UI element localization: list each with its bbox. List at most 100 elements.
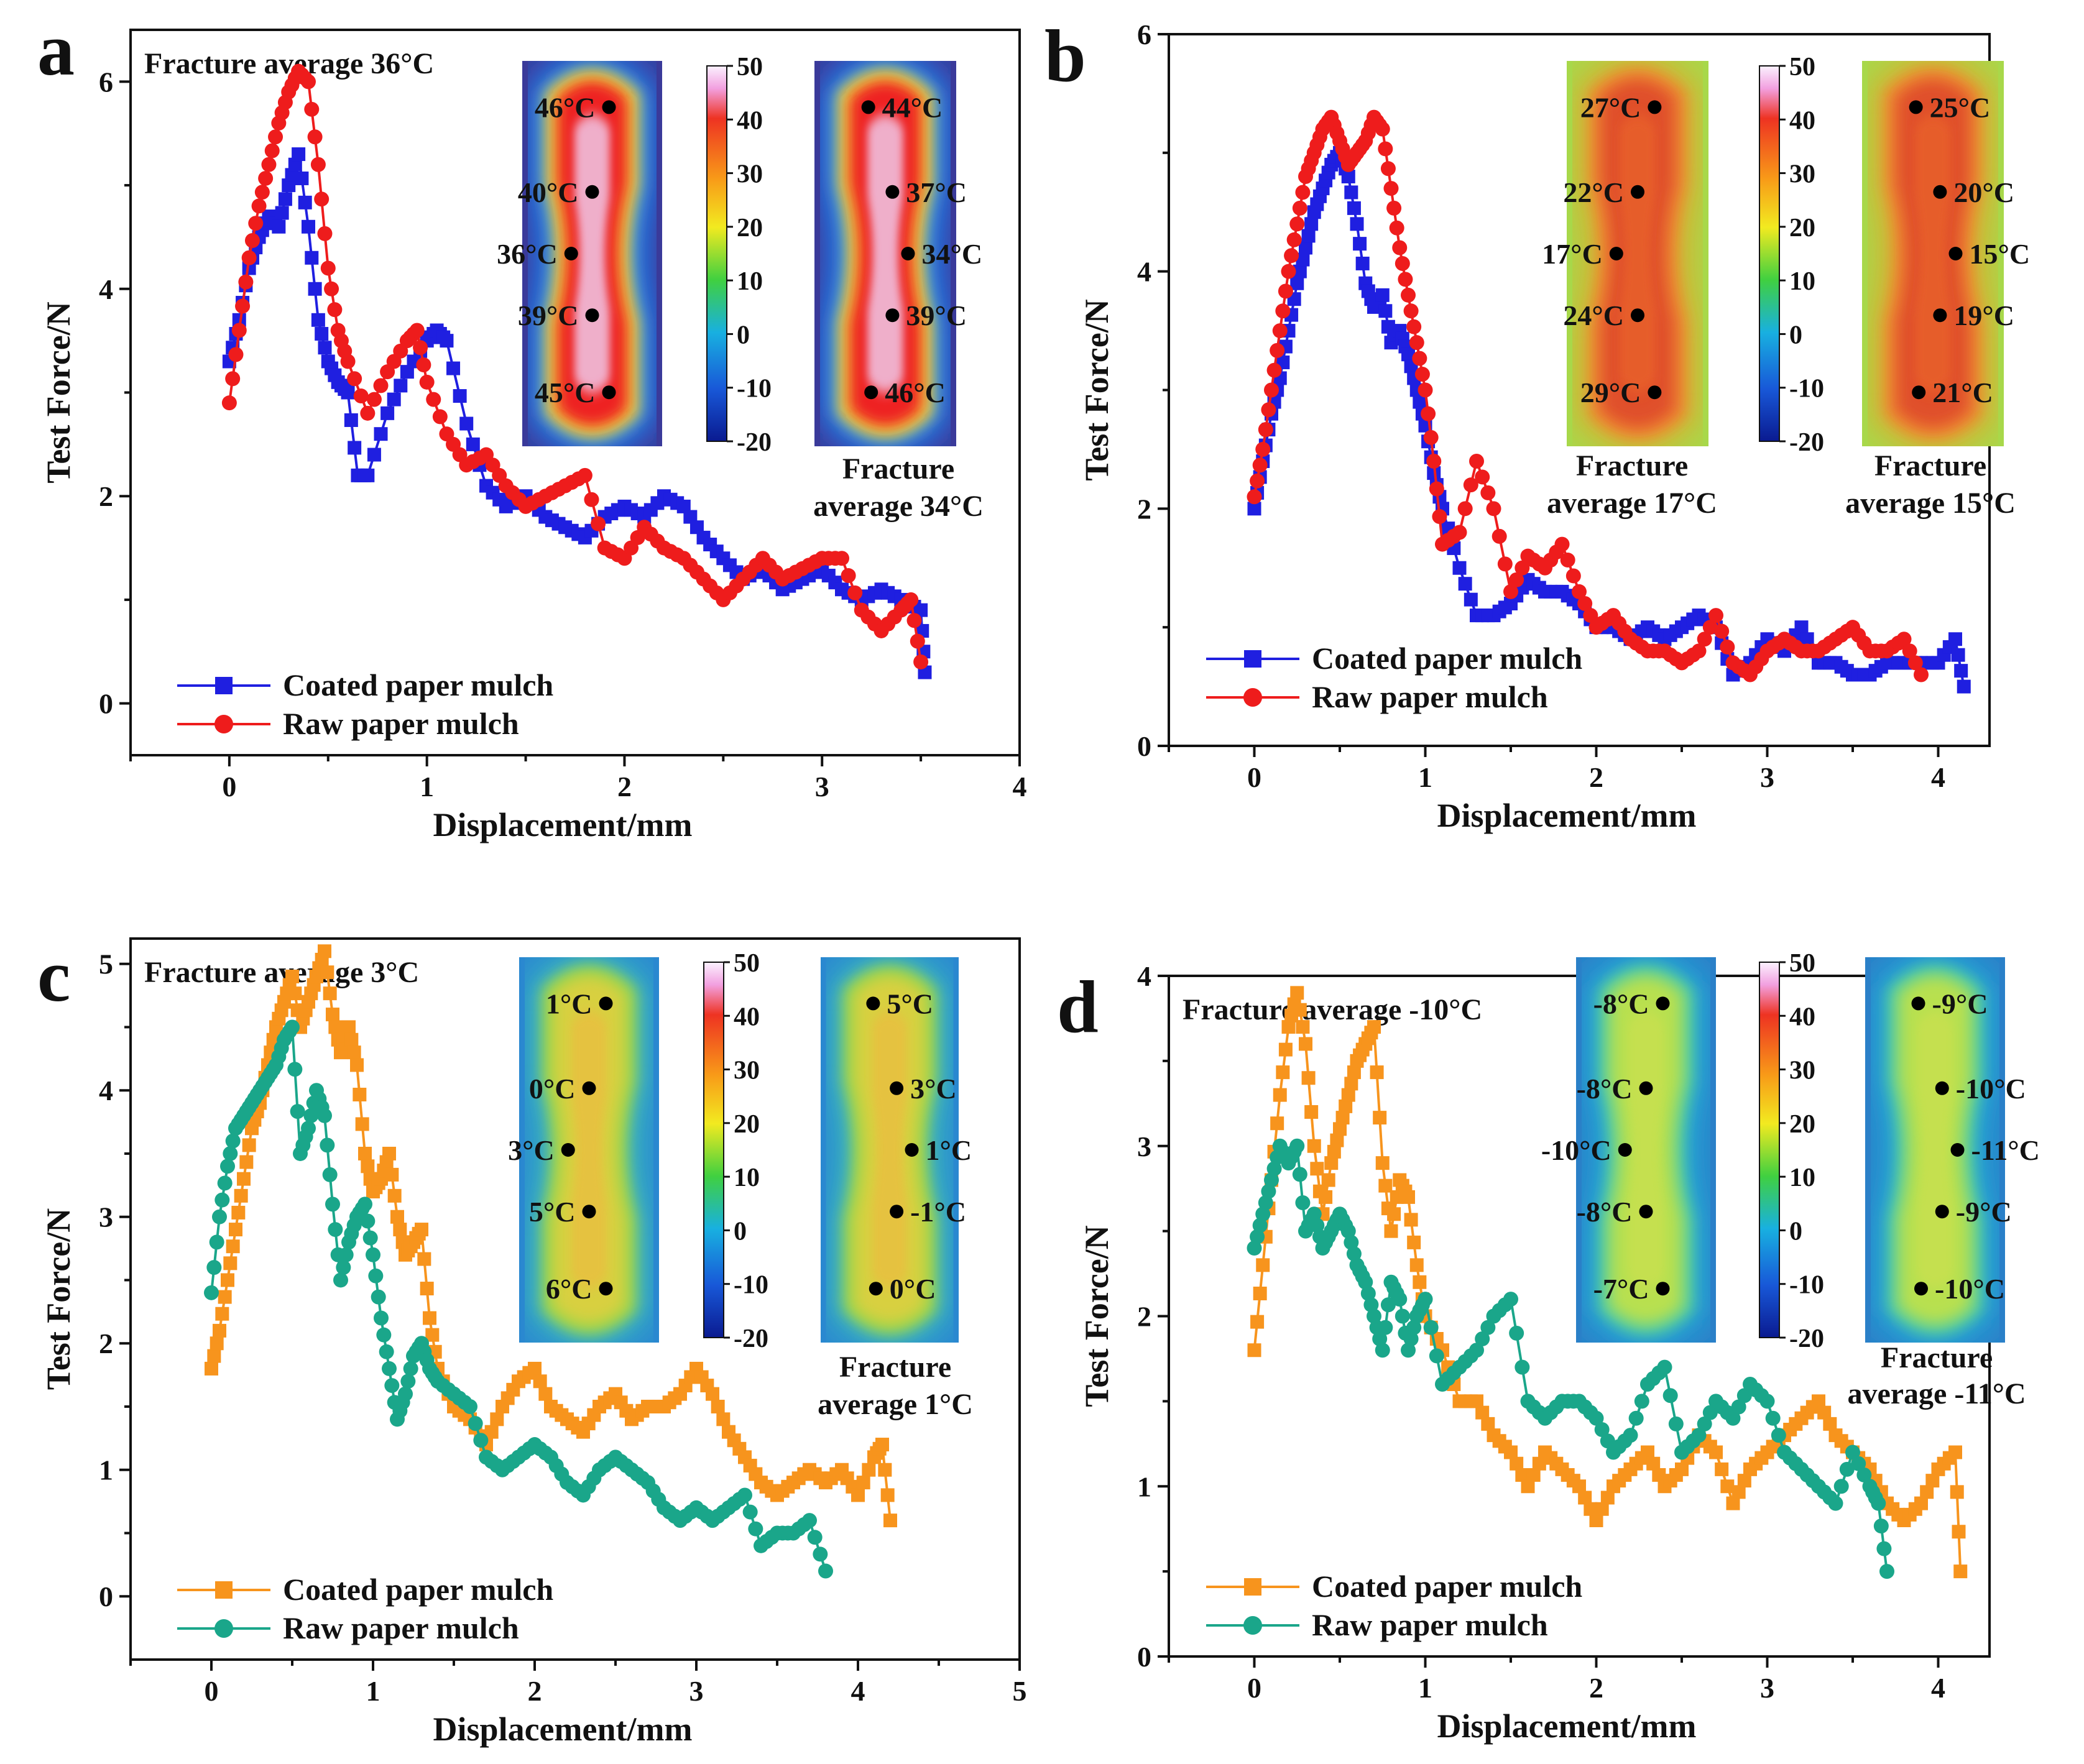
data-point [1270, 1116, 1284, 1131]
data-point [1736, 1388, 1752, 1403]
thermal-hotspot [867, 114, 903, 393]
data-point [426, 392, 441, 407]
colorbar-tick-label: 30 [1789, 160, 1815, 189]
colorbar-tick-label: 10 [734, 1164, 760, 1192]
data-point [1641, 1445, 1654, 1459]
panel-letter: b [1044, 14, 1086, 97]
data-point [361, 468, 375, 482]
data-point [310, 157, 326, 172]
data-point [1264, 382, 1279, 398]
data-point [484, 1425, 499, 1439]
colorbar-tick-label: 20 [734, 1110, 760, 1139]
data-point [1247, 1343, 1261, 1357]
data-point [1486, 501, 1501, 517]
data-point [1333, 1122, 1347, 1136]
data-point [1301, 229, 1316, 243]
data-point [1367, 1020, 1381, 1034]
temperature-label: -11°C [1971, 1134, 2040, 1166]
data-point [1403, 1331, 1419, 1346]
temperature-label: 36°C [497, 238, 558, 270]
series-coated [222, 147, 932, 679]
data-point [883, 1514, 897, 1528]
legend-label: Coated paper mulch [283, 1572, 553, 1607]
x-tick-label: 4 [851, 1675, 865, 1707]
data-point [807, 1530, 823, 1545]
data-point [1839, 1461, 1855, 1477]
data-point [1646, 1456, 1661, 1471]
data-point [1584, 1502, 1598, 1516]
data-point [374, 1310, 389, 1326]
data-point [1879, 1564, 1894, 1579]
colorbar-tick-label: 40 [1789, 106, 1815, 135]
data-point [1726, 1496, 1740, 1510]
data-point [226, 1239, 240, 1254]
data-point [1304, 217, 1319, 231]
data-point [1250, 1229, 1265, 1244]
data-point [1278, 1042, 1293, 1057]
data-point [278, 192, 292, 206]
data-point [328, 1222, 343, 1238]
x-tick-label: 5 [1013, 1675, 1027, 1707]
data-point [1623, 1428, 1638, 1443]
thermal-image-right: 25°C 20°C 15°C 19°C 21°C [1862, 61, 2030, 446]
data-point [914, 603, 928, 617]
data-point [1258, 1195, 1273, 1210]
temperature-label: 24°C [1563, 300, 1624, 331]
data-point [1426, 454, 1442, 469]
data-point [903, 592, 919, 607]
data-point [742, 1504, 758, 1520]
data-point [413, 340, 428, 356]
colorbar-tick-label: -20 [737, 428, 772, 457]
legend-marker [215, 1581, 233, 1599]
x-axis-label: Displacement/mm [1437, 1707, 1697, 1745]
legend-marker [1243, 1616, 1262, 1635]
data-point [683, 510, 698, 524]
data-point [913, 654, 929, 669]
data-point [1509, 1325, 1524, 1341]
data-point [317, 1108, 332, 1123]
data-point [217, 1175, 233, 1191]
thermal-image-left: 27°C 22°C 17°C 24°C 29°C [1542, 61, 1708, 446]
thermal-image-left: 1°C 0°C 3°C 5°C 6°C [508, 957, 659, 1343]
data-point [290, 1104, 305, 1119]
data-point [1353, 237, 1367, 251]
data-point [1350, 217, 1364, 231]
data-point [355, 1117, 369, 1131]
data-point [1380, 161, 1396, 177]
data-point [748, 1521, 763, 1537]
data-point [1258, 422, 1273, 438]
measurement-dot [585, 185, 599, 199]
data-point [1319, 1190, 1333, 1204]
data-point [382, 1146, 396, 1160]
measurement-dot [1911, 996, 1925, 1011]
data-point [301, 1121, 316, 1136]
data-point [1293, 264, 1307, 278]
data-point [1423, 1320, 1439, 1335]
temperature-label: 34°C [921, 238, 982, 270]
data-point [403, 1361, 418, 1376]
data-point [1286, 232, 1302, 247]
data-point [1737, 1474, 1751, 1488]
data-point [1301, 1071, 1316, 1085]
data-point [1340, 1223, 1356, 1239]
legend-label: Raw paper mulch [283, 706, 519, 741]
measurement-dot [1912, 385, 1926, 400]
data-point [1310, 1162, 1324, 1176]
data-point [1292, 200, 1307, 216]
data-point [1270, 342, 1285, 358]
data-point [1509, 572, 1524, 587]
y-tick-label: 1 [1137, 1471, 1151, 1502]
data-point [1765, 1410, 1781, 1426]
data-point [302, 219, 315, 234]
data-point [1565, 568, 1581, 584]
temperature-label: -9°C [1932, 988, 1988, 1019]
data-point [1266, 1161, 1282, 1177]
data-point [1252, 457, 1268, 473]
temperature-label: 17°C [1542, 238, 1603, 270]
temperature-label: -10°C [1956, 1073, 2026, 1105]
measurement-dot [1950, 1143, 1965, 1157]
temperature-label: -10°C [1541, 1134, 1611, 1166]
y-tick-label: 0 [1137, 730, 1151, 762]
data-point [353, 388, 369, 404]
